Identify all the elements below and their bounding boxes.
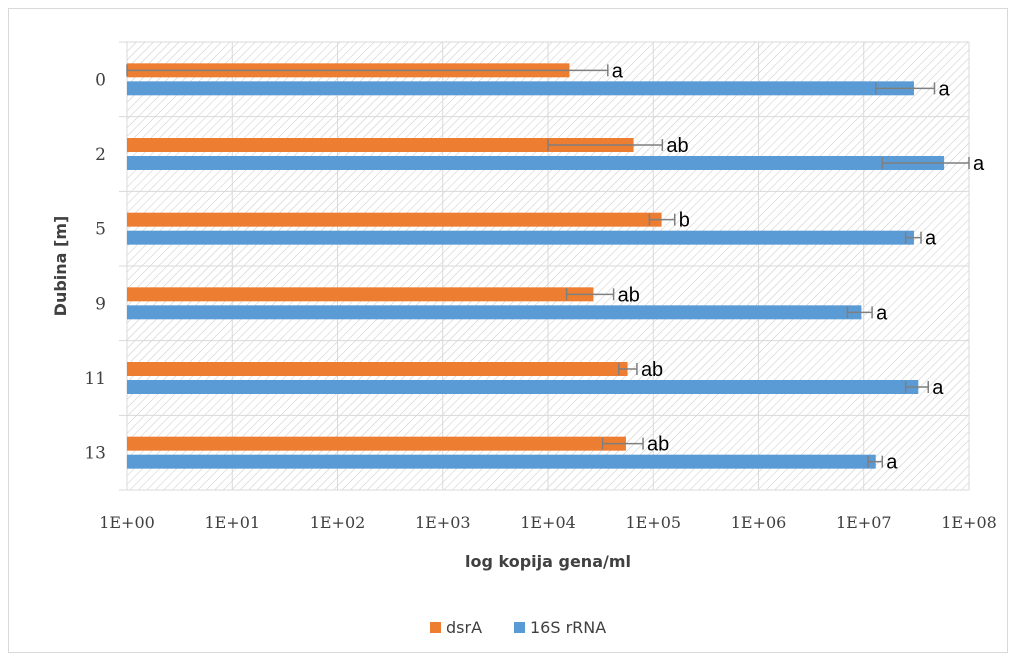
significance-label: b	[679, 210, 690, 232]
bar	[127, 212, 662, 227]
x-tick-label: 1E+08	[941, 513, 997, 532]
y-tick-label: 5	[95, 220, 106, 240]
bar	[127, 380, 919, 394]
y-tick-label: 0	[95, 70, 106, 90]
y-tick-label: 9	[95, 294, 106, 314]
significance-label: a	[932, 377, 944, 399]
legend: dsrA 16S rRNA	[430, 618, 606, 637]
x-tick-label: 1E+03	[415, 513, 471, 532]
legend-swatch-dsrA	[430, 622, 441, 633]
legend-swatch-16s	[514, 622, 525, 633]
bar	[127, 81, 914, 96]
x-tick-label: 1E+01	[204, 513, 260, 532]
x-tick-label: 1E+00	[99, 513, 155, 532]
bar	[127, 362, 628, 376]
bar	[127, 305, 862, 320]
x-tick-label: 1E+07	[836, 513, 892, 532]
bar	[127, 230, 914, 245]
bar	[127, 454, 876, 469]
significance-label: a	[612, 60, 624, 82]
bar	[127, 287, 594, 302]
bars	[126, 63, 970, 469]
x-tick-label: 1E+05	[625, 513, 681, 532]
significance-label: ab	[666, 135, 688, 157]
legend-label-16s: 16S rRNA	[530, 618, 606, 637]
bar	[127, 436, 626, 451]
bar	[127, 138, 634, 152]
significance-label: a	[973, 153, 985, 175]
significance-label: ab	[641, 359, 663, 381]
significance-label: ab	[618, 284, 640, 306]
y-tick-label: 2	[95, 145, 106, 165]
x-axis-title: log kopija gena/ml	[465, 552, 631, 571]
significance-label: a	[925, 228, 937, 250]
y-tick-label: 13	[84, 444, 106, 464]
bar	[127, 156, 945, 170]
x-tick-label: 1E+02	[310, 513, 366, 532]
y-tick-label: 11	[84, 369, 106, 389]
legend-label-dsrA: dsrA	[446, 618, 482, 637]
x-tick-label: 1E+06	[731, 513, 787, 532]
labels: 1E+00 1E+01 1E+02 1E+03 1E+04 1E+05 1E+06 1E+07…	[84, 60, 996, 532]
x-tick-label: 1E+04	[520, 513, 576, 532]
significance-label: a	[876, 302, 888, 324]
significance-label: ab	[647, 434, 669, 456]
significance-label: a	[886, 452, 898, 474]
grid-lines	[119, 41, 970, 491]
significance-label: a	[938, 78, 950, 100]
y-axis-title: Dubina [m]	[51, 216, 70, 317]
